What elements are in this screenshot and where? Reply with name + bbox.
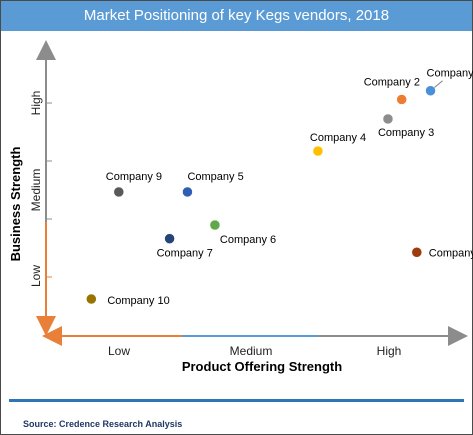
data-point: [411, 247, 423, 258]
x-tick-label: Low: [108, 344, 130, 358]
x-tick-label: Medium: [230, 344, 273, 358]
data-point-label: Company 6: [220, 234, 276, 246]
x-tick-label: High: [377, 344, 402, 358]
data-point: [164, 233, 175, 244]
data-point: [312, 145, 324, 157]
data-point-label: Company 5: [187, 171, 243, 183]
data-point: [396, 94, 407, 105]
source-note: Source: Credence Research Analysis: [23, 419, 183, 429]
y-tick-label: Low: [29, 265, 43, 287]
data-point: [382, 113, 394, 125]
data-point-label: Company 4: [310, 132, 366, 144]
data-point-label: Company 1: [427, 68, 473, 80]
y-tick-label: High: [29, 91, 43, 116]
data-point-label: Company 2: [364, 76, 420, 88]
data-point: [182, 186, 193, 198]
data-point-label: Company 10: [107, 295, 169, 307]
x-tick-labels: Low Medium High: [108, 344, 401, 358]
data-points: Company 1 Company 2 Company 3 Company 4 Comp…: [86, 68, 473, 307]
data-point: [86, 293, 97, 305]
y-tick-labels: Low Medium High: [29, 91, 43, 287]
data-point: [113, 186, 125, 198]
data-point-label: Company 8: [429, 247, 473, 259]
data-point-label: Company 3: [378, 127, 434, 139]
x-axis-title: Product Offering Strength: [182, 359, 342, 374]
data-point-label: Company 7: [157, 248, 213, 260]
axes-group: [36, 40, 468, 346]
y-tick-label: Medium: [29, 169, 43, 212]
data-point: [425, 85, 436, 96]
footer-divider: [9, 399, 464, 402]
y-axis-title: Business Strength: [8, 147, 23, 262]
chart-title: Market Positioning of key Kegs vendors, …: [1, 1, 472, 31]
data-point-label: Company 9: [106, 171, 162, 183]
data-point: [209, 219, 221, 231]
